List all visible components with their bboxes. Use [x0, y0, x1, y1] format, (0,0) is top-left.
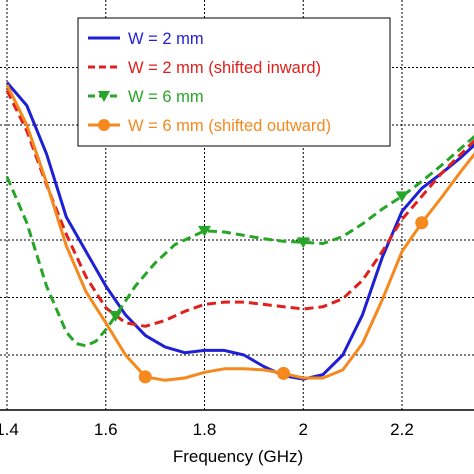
x-tick-label: 2.2 — [390, 420, 414, 439]
series-line-2 — [5, 89, 474, 328]
x-tick-label: 1.8 — [193, 420, 217, 439]
x-tick-label: 1.6 — [94, 420, 118, 439]
x-tick-labels: 1.41.61.822.22.42.6 — [0, 420, 414, 439]
x-axis-label: Frequency (GHz) — [173, 447, 303, 466]
series-line-1 — [5, 81, 474, 381]
series-4-marker — [138, 370, 152, 384]
legend-label-2: W = 2 mm (shifted inward) — [128, 59, 321, 77]
legend-marker-4 — [98, 119, 110, 131]
series-4-marker — [415, 216, 429, 230]
legend-marker-3 — [98, 91, 110, 102]
series-line-3 — [5, 134, 474, 348]
legend: W = 2 mm W = 2 mm (shifted inward) W = 6 m… — [77, 17, 391, 147]
series-3-marker — [109, 311, 123, 322]
legend-label-4: W = 6 mm (shifted outward) — [128, 117, 331, 135]
legend-box — [77, 17, 391, 147]
series-3-marker — [395, 191, 409, 203]
series-3-marker — [296, 237, 310, 249]
x-tick-label: 1.4 — [0, 420, 19, 439]
x-tick-label: 2 — [299, 420, 308, 439]
series-3-marker — [198, 225, 211, 237]
series-layer — [5, 81, 474, 384]
legend-label-1: W = 2 mm — [128, 30, 204, 48]
series-4-marker — [277, 366, 290, 380]
legend-label-3: W = 6 mm — [128, 88, 204, 106]
series-line-4 — [5, 84, 474, 382]
